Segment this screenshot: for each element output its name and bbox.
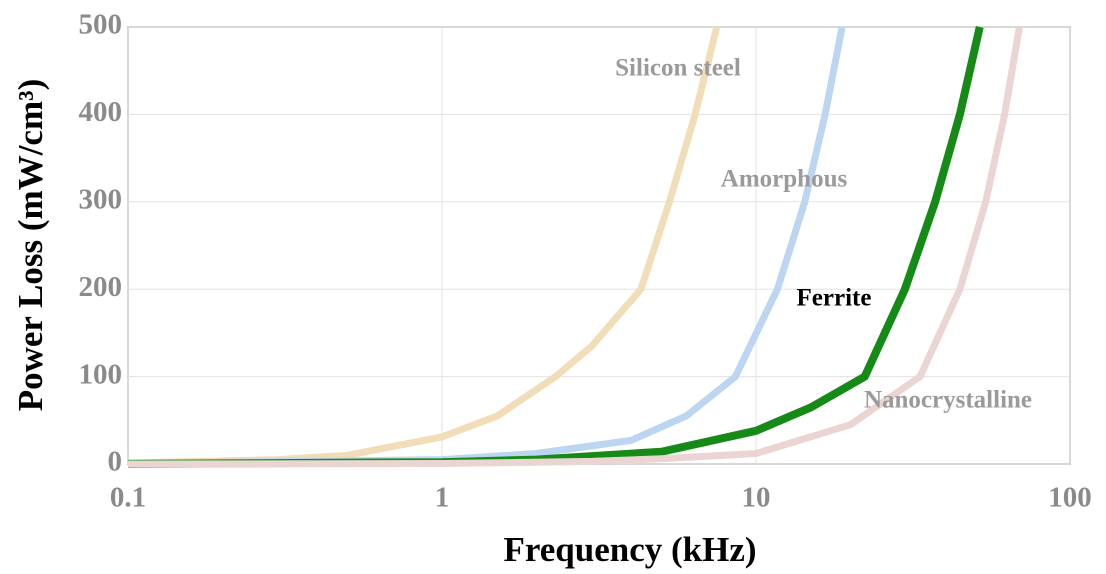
x-tick-label: 100 bbox=[1048, 482, 1092, 514]
series-label: Nanocrystalline bbox=[864, 387, 1032, 414]
series-label: Ferrite bbox=[797, 285, 872, 312]
y-tick-label: 500 bbox=[79, 9, 123, 41]
series-label: Silicon steel bbox=[615, 55, 741, 82]
y-axis-title: Power Loss (mW/cm³) bbox=[11, 79, 50, 412]
x-tick-label: 10 bbox=[742, 482, 771, 514]
line-series bbox=[128, 27, 980, 464]
y-tick-label: 200 bbox=[79, 271, 123, 303]
line-series bbox=[128, 27, 717, 463]
chart: Frequency (kHz) Power Loss (mW/cm³) 0100… bbox=[0, 0, 1106, 574]
y-tick-label: 0 bbox=[108, 446, 123, 478]
y-tick-label: 100 bbox=[79, 358, 123, 390]
y-tick-label: 400 bbox=[79, 96, 123, 128]
x-tick-label: 0.1 bbox=[110, 482, 146, 514]
x-axis-title: Frequency (kHz) bbox=[503, 530, 756, 569]
y-tick-label: 300 bbox=[79, 183, 123, 215]
line-series bbox=[128, 27, 842, 464]
series-label: Amorphous bbox=[721, 166, 848, 193]
x-tick-label: 1 bbox=[435, 482, 450, 514]
